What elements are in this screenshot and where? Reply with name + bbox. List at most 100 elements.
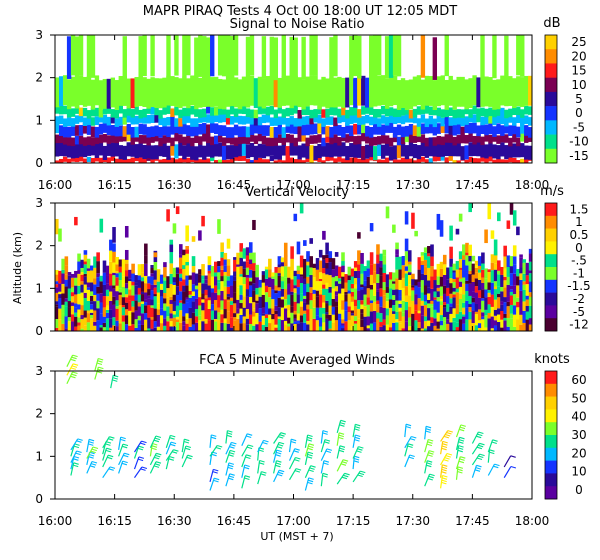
snr-cell — [476, 108, 481, 117]
snr-cell — [55, 116, 60, 125]
velocity-cell — [226, 276, 231, 281]
snr-cell — [253, 135, 259, 144]
velocity-cell — [99, 325, 104, 328]
velocity-cell — [245, 274, 250, 278]
velocity-cell — [64, 328, 69, 331]
velocity-cell — [147, 305, 151, 318]
snr-cell — [480, 156, 485, 162]
velocity-cell — [296, 294, 301, 304]
velocity-cell — [83, 264, 88, 274]
snr-cell — [349, 157, 354, 163]
velocity-cell — [93, 256, 97, 268]
snr-cell — [86, 75, 92, 106]
velocity-cell — [258, 315, 263, 322]
velocity-cell — [159, 315, 164, 324]
velocity-cell — [430, 306, 434, 318]
velocity-cell — [169, 313, 174, 319]
snr-cell — [265, 106, 271, 116]
velocity-cell — [172, 282, 177, 285]
y-tick-label: 2 — [35, 71, 43, 85]
snr-cell — [365, 114, 370, 124]
snr-cell — [194, 108, 199, 117]
velocity-cell — [382, 249, 387, 256]
velocity-cell — [455, 314, 460, 323]
velocity-cell — [277, 267, 282, 274]
wind-barb — [165, 441, 177, 455]
snr-cell — [357, 75, 362, 106]
velocity-cell — [242, 277, 247, 285]
velocity-cell — [124, 309, 129, 316]
snr-cell — [261, 144, 267, 159]
velocity-cell — [509, 291, 514, 296]
velocity-cell — [407, 261, 412, 265]
velocity-cell — [217, 312, 221, 316]
velocity-cell — [105, 283, 110, 290]
velocity-cell — [388, 327, 393, 331]
snr-cell — [261, 114, 267, 124]
wind-barb — [404, 435, 417, 449]
snr-cell — [321, 142, 326, 157]
snr-cell — [444, 157, 449, 163]
velocity-cell — [220, 269, 224, 277]
velocity-cell — [455, 304, 460, 315]
velocity-cell — [369, 223, 374, 232]
velocity-cell — [198, 269, 202, 275]
snr-cell — [500, 107, 505, 117]
snr-cell — [225, 109, 231, 119]
snr-cell — [249, 116, 255, 125]
velocity-cell — [296, 313, 301, 321]
snr-cell — [388, 107, 394, 116]
velocity-cell — [477, 323, 482, 328]
snr-cell — [78, 35, 84, 76]
velocity-cell — [239, 314, 244, 324]
velocity-cell — [528, 324, 533, 331]
velocity-cell — [503, 268, 507, 277]
velocity-cell — [156, 281, 161, 293]
velocity-cell — [471, 302, 476, 311]
velocity-cell — [220, 290, 224, 301]
snr-cell — [178, 123, 183, 135]
velocity-cell — [344, 321, 348, 331]
velocity-cell — [449, 298, 453, 304]
velocity-cell — [481, 298, 485, 301]
velocity-cell — [344, 282, 348, 292]
velocity-cell — [277, 307, 282, 317]
velocity-cell — [147, 317, 151, 329]
panel-title: Signal to Noise Ratio — [230, 17, 365, 32]
snr-cell — [237, 105, 243, 114]
velocity-cell — [118, 288, 123, 293]
snr-cell — [78, 113, 84, 123]
velocity-colorbar: 1.510.50-.5-1-1.5-2-5-12 — [544, 202, 591, 332]
velocity-cell — [299, 274, 304, 277]
velocity-cell — [86, 270, 91, 283]
velocity-cell — [185, 318, 189, 324]
x-tick-label: 16:30 — [157, 514, 192, 528]
wind-barb — [118, 443, 129, 457]
velocity-cell — [217, 307, 221, 313]
velocity-cell — [105, 309, 110, 313]
velocity-cell — [433, 269, 437, 281]
velocity-cell — [436, 276, 441, 285]
velocity-cell — [353, 320, 358, 324]
velocity-cell — [334, 291, 339, 296]
wind-barb — [273, 469, 285, 483]
wind-barb — [94, 357, 104, 372]
velocity-cell — [83, 261, 88, 265]
velocity-cell — [96, 320, 100, 331]
velocity-cell — [179, 273, 183, 278]
velocity-cell — [318, 260, 323, 273]
velocity-cell — [471, 255, 476, 262]
wind-barb — [304, 434, 313, 448]
snr-cell — [476, 77, 481, 108]
velocity-cell — [93, 325, 97, 331]
velocity-cell — [140, 281, 145, 292]
velocity-cell — [198, 230, 202, 241]
snr-cell — [114, 158, 120, 163]
velocity-cell — [411, 290, 415, 301]
snr-cell — [233, 155, 239, 161]
snr-cell — [229, 76, 235, 107]
velocity-cell — [439, 325, 444, 331]
velocity-cell — [179, 281, 183, 292]
velocity-cell — [83, 317, 88, 326]
snr-cell — [384, 78, 390, 109]
